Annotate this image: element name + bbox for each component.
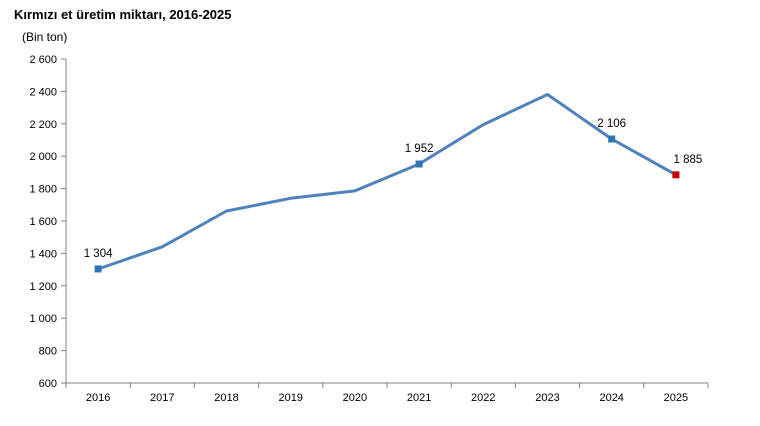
y-tick-label: 1 800 xyxy=(29,184,57,196)
y-axis-ticks: 600 800 1 000 1 200 1 400 1 600 1 800 2 000 2 20… xyxy=(29,54,66,390)
y-tick-label: 2 000 xyxy=(29,151,57,163)
series-line xyxy=(96,93,678,271)
y-tick-label: 1 200 xyxy=(29,281,57,293)
data-label: 1 952 xyxy=(405,143,434,155)
chart-data-labels: 1 304 1 952 2 106 1 885 xyxy=(84,118,703,260)
x-tick-label: 2022 xyxy=(471,392,495,404)
x-tick-label: 2023 xyxy=(535,392,559,404)
x-tick-label: 2019 xyxy=(278,392,302,404)
chart-markers xyxy=(94,135,680,273)
chart-axes xyxy=(65,59,708,384)
y-tick-label: 800 xyxy=(39,346,57,358)
x-axis-ticks: 2016 2017 2018 2019 2020 2021 2022 2023 2024 2025 xyxy=(65,383,709,404)
y-tick-label: 2 400 xyxy=(29,86,57,98)
y-tick-label: 600 xyxy=(39,378,57,390)
y-tick-label: 2 600 xyxy=(29,54,57,66)
y-tick-label: 1 600 xyxy=(29,216,57,228)
chart-series xyxy=(96,93,678,271)
data-point-marker xyxy=(608,135,616,143)
y-tick-label: 1 400 xyxy=(29,248,57,260)
chart-title: Kırmızı et üretim miktarı, 2016-2025 xyxy=(14,7,232,22)
x-tick-label: 2016 xyxy=(86,392,110,404)
x-tick-label: 2024 xyxy=(599,392,623,404)
x-tick-label: 2017 xyxy=(150,392,174,404)
data-point-marker xyxy=(94,265,102,273)
y-tick-label: 1 000 xyxy=(29,313,57,325)
y-axis-unit-label: (Bin ton) xyxy=(22,30,68,44)
x-tick-label: 2020 xyxy=(343,392,367,404)
y-tick-label: 2 200 xyxy=(29,119,57,131)
x-tick-label: 2018 xyxy=(214,392,238,404)
x-tick-label: 2021 xyxy=(407,392,431,404)
data-label: 2 106 xyxy=(597,118,626,130)
data-point-marker xyxy=(415,160,423,168)
data-point-marker xyxy=(672,171,680,179)
x-tick-label: 2025 xyxy=(664,392,688,404)
data-label: 1 885 xyxy=(674,154,703,166)
data-label: 1 304 xyxy=(84,248,113,260)
